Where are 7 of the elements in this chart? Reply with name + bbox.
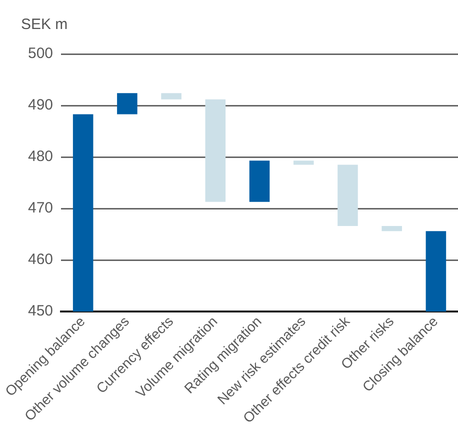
y-tick-label: 500 bbox=[28, 45, 54, 62]
y-tick-label: 480 bbox=[28, 148, 54, 166]
y-tick-label: 460 bbox=[28, 251, 54, 268]
y-axis-title: SEK m bbox=[21, 16, 68, 34]
y-tick-label: 470 bbox=[28, 200, 54, 217]
y-tick-label: 490 bbox=[28, 96, 54, 114]
y-tick-label: 450 bbox=[28, 302, 54, 320]
